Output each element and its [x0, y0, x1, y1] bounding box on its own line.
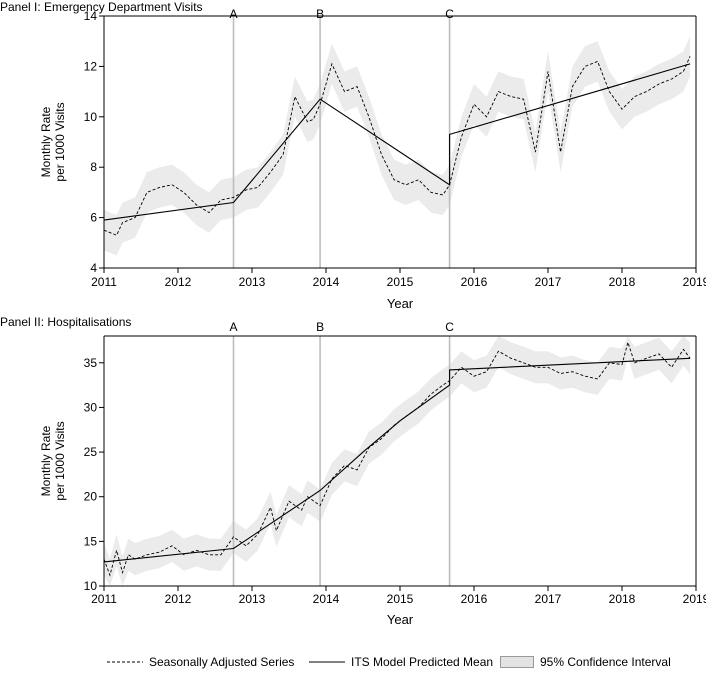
panel-1-y-tick-label-14: 14	[84, 9, 98, 23]
panel-1-y-axis-label-line1: Monthly Rate	[39, 106, 53, 177]
panel-2-intervention-label-b: B	[316, 320, 324, 334]
legend-label-seasonal: Seasonally Adjusted Series	[149, 655, 295, 669]
panel-2-x-tick-label-2015: 2015	[387, 592, 414, 606]
panel-2-intervention-label-a: A	[229, 320, 237, 334]
panel-2-seasonal-series-line	[103, 340, 691, 577]
legend-band-swatch	[500, 656, 534, 668]
panel-2-its-predicted-mean-line	[103, 357, 691, 563]
panel-1-y-tick-label-4: 4	[90, 261, 97, 275]
panel-2-x-axis-label: Year	[387, 612, 414, 627]
panel-2-y-tick-label-10: 10	[84, 579, 98, 593]
panel-2-x-tick-label-2018: 2018	[609, 592, 636, 606]
panel-1-its-predicted-mean-line	[103, 63, 691, 221]
panel-1-x-tick-label-2019: 2019	[683, 275, 706, 289]
legend-item-its-mean: ITS Model Predicted Mean	[309, 655, 493, 669]
panel-1-y-axis-label-line2: per 1000 Visits	[53, 102, 67, 181]
panel-2-intervention-label-c: C	[445, 320, 454, 334]
panel-1-x-tick-label-2014: 2014	[313, 275, 340, 289]
panel-1-title: Panel I: Emergency Department Visits	[0, 0, 203, 14]
panel-2-y-tick-label-35: 35	[84, 356, 98, 370]
panel-2-y-axis-label-line1: Monthly Rate	[39, 425, 53, 496]
panel-1-x-tick-label-2012: 2012	[165, 275, 192, 289]
panel-1-y-tick-label-8: 8	[90, 160, 97, 174]
panel-2-y-tick-label-30: 30	[84, 400, 98, 414]
legend-dashed-line-swatch	[107, 661, 143, 663]
panel-1-x-tick-label-2018: 2018	[609, 275, 636, 289]
panel-2-x-tick-label-2016: 2016	[461, 592, 488, 606]
panel-1-confidence-band	[104, 36, 691, 256]
panel-1-x-tick-label-2011: 2011	[91, 275, 117, 289]
panel-2-y-tick-label-25: 25	[84, 445, 98, 459]
panel-2-x-tick-label-2012: 2012	[165, 592, 192, 606]
panel-1-intervention-label-c: C	[445, 7, 454, 21]
legend-solid-line-swatch	[309, 661, 345, 663]
panel-2-x-tick-label-2019: 2019	[683, 592, 706, 606]
panel-1-x-axis-label: Year	[387, 296, 414, 311]
panel-2-y-axis-label-line2: per 1000 Visits	[53, 421, 67, 500]
legend-label-ci: 95% Confidence Interval	[540, 655, 671, 669]
panel-1-y-tick-label-10: 10	[84, 110, 98, 124]
panel-1-x-tick-label-2013: 2013	[239, 275, 266, 289]
panel-1-x-tick-label-2016: 2016	[461, 275, 488, 289]
panel-2-confidence-band	[104, 336, 691, 586]
legend-item-seasonal: Seasonally Adjusted Series	[107, 655, 294, 669]
panel-1-x-tick-label-2017: 2017	[535, 275, 562, 289]
panel-1-intervention-label-a: A	[229, 7, 237, 21]
chart-canvas: Panel I: Emergency Department Visits A B C 2…	[0, 0, 706, 627]
panel-2-x-tick-label-2013: 2013	[239, 592, 266, 606]
panel-2-x-tick-label-2011: 2011	[91, 592, 117, 606]
panel-1-intervention-label-b: B	[316, 7, 324, 21]
legend-label-its-mean: ITS Model Predicted Mean	[351, 655, 494, 669]
panel-2-y-tick-label-20: 20	[84, 490, 98, 504]
panel-2-y-tick-label-15: 15	[84, 534, 98, 548]
panel-1-y-tick-label-12: 12	[84, 59, 98, 73]
panel-1-seasonal-series-line	[103, 56, 691, 236]
panel-2-title: Panel II: Hospitalisations	[0, 315, 131, 329]
legend-item-ci: 95% Confidence Interval	[500, 655, 671, 669]
legend: Seasonally Adjusted Series ITS Model Pre…	[0, 655, 706, 675]
panel-2-x-tick-label-2014: 2014	[313, 592, 340, 606]
panel-1-x-tick-label-2015: 2015	[387, 275, 414, 289]
panel-1-y-tick-label-6: 6	[90, 211, 97, 225]
panel-2-x-tick-label-2017: 2017	[535, 592, 562, 606]
